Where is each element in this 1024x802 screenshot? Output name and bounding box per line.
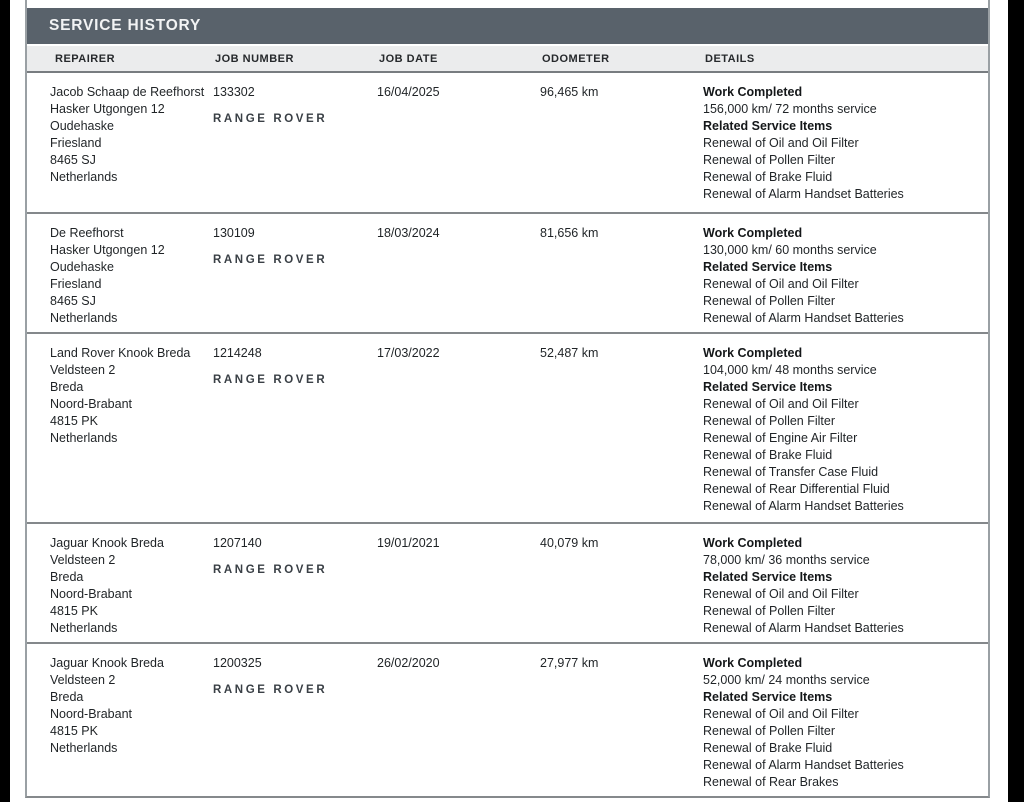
job-date-cell: 26/02/2020 (377, 656, 440, 670)
range-rover-logo: RANGE ROVER (213, 684, 328, 696)
odometer-cell: 27,977 km (540, 656, 599, 670)
range-rover-logo: RANGE ROVER (213, 113, 328, 125)
job-number: 130109 (213, 226, 255, 240)
service-interval: 78,000 km/ 36 months service (703, 553, 870, 567)
details-cell: Work Completed 104,000 km/ 48 months ser… (703, 334, 988, 522)
table-header-row: REPAIRER JOB NUMBER JOB DATE ODOMETER DE… (27, 44, 988, 73)
page-title-bar: SERVICE HISTORY (27, 8, 988, 44)
page-title: SERVICE HISTORY (49, 17, 202, 34)
job-number-cell: 1214248 RANGE ROVER (213, 334, 377, 522)
details-cell: Work Completed 130,000 km/ 60 months ser… (703, 214, 988, 332)
column-header-repairer: REPAIRER (55, 52, 116, 65)
service-items: Renewal of Oil and Oil Filter Renewal of … (703, 707, 904, 789)
table-row: Jacob Schaap de Reefhorst Hasker Utgongen… (27, 73, 988, 212)
service-items: Renewal of Oil and Oil Filter Renewal of … (703, 587, 904, 635)
job-date-cell: 16/04/2025 (377, 85, 440, 99)
work-completed-label: Work Completed (703, 346, 803, 360)
repairer-cell: De Reefhorst Hasker Utgongen 12 Oudehaske F… (50, 226, 165, 325)
service-interval: 156,000 km/ 72 months service (703, 102, 877, 116)
job-number: 1207140 (213, 536, 262, 550)
work-completed-label: Work Completed (703, 226, 803, 240)
related-items-label: Related Service Items (703, 260, 833, 274)
service-items: Renewal of Oil and Oil Filter Renewal of … (703, 136, 904, 201)
service-history-table: Jacob Schaap de Reefhorst Hasker Utgongen… (27, 73, 988, 796)
service-items: Renewal of Oil and Oil Filter Renewal of … (703, 397, 904, 513)
job-number-cell: 130109 RANGE ROVER (213, 214, 377, 332)
job-date-cell: 17/03/2022 (377, 346, 440, 360)
repairer-cell: Land Rover Knook Breda Veldsteen 2 Breda No… (50, 346, 191, 445)
odometer-cell: 40,079 km (540, 536, 599, 550)
odometer-cell: 81,656 km (540, 226, 599, 240)
related-items-label: Related Service Items (703, 380, 833, 394)
column-header-details: DETAILS (705, 52, 755, 65)
service-items: Renewal of Oil and Oil Filter Renewal of … (703, 277, 904, 325)
job-number: 133302 (213, 85, 255, 99)
range-rover-logo: RANGE ROVER (213, 254, 328, 266)
table-row: Jaguar Knook Breda Veldsteen 2 Breda Noord-… (27, 642, 988, 796)
job-number-cell: 1200325 RANGE ROVER (213, 644, 377, 796)
service-interval: 52,000 km/ 24 months service (703, 673, 870, 687)
range-rover-logo: RANGE ROVER (213, 564, 328, 576)
repairer-cell: Jaguar Knook Breda Veldsteen 2 Breda Noord-… (50, 536, 164, 635)
work-completed-label: Work Completed (703, 656, 803, 670)
service-history-sheet: SERVICE HISTORY REPAIRER JOB NUMBER JOB … (25, 0, 990, 798)
job-number-cell: 1207140 RANGE ROVER (213, 524, 377, 642)
repairer-cell: Jaguar Knook Breda Veldsteen 2 Breda Noord-… (50, 656, 164, 755)
work-completed-label: Work Completed (703, 85, 803, 99)
job-date-cell: 19/01/2021 (377, 536, 440, 550)
job-date-cell: 18/03/2024 (377, 226, 440, 240)
table-row: Land Rover Knook Breda Veldsteen 2 Breda No… (27, 332, 988, 522)
work-completed-label: Work Completed (703, 536, 803, 550)
repairer-cell: Jacob Schaap de Reefhorst Hasker Utgongen… (50, 85, 205, 184)
service-interval: 104,000 km/ 48 months service (703, 363, 877, 377)
related-items-label: Related Service Items (703, 570, 833, 584)
details-cell: Work Completed 78,000 km/ 36 months serv… (703, 524, 988, 642)
service-interval: 130,000 km/ 60 months service (703, 243, 877, 257)
job-number-cell: 133302 RANGE ROVER (213, 73, 377, 212)
job-number: 1214248 (213, 346, 262, 360)
service-history-panel: SERVICE HISTORY REPAIRER JOB NUMBER JOB … (10, 0, 1008, 802)
range-rover-logo: RANGE ROVER (213, 374, 328, 386)
odometer-cell: 96,465 km (540, 85, 599, 99)
table-row: Jaguar Knook Breda Veldsteen 2 Breda Noord-… (27, 522, 988, 642)
column-header-job-date: JOB DATE (379, 52, 438, 65)
column-header-odometer: ODOMETER (542, 52, 610, 65)
related-items-label: Related Service Items (703, 690, 833, 704)
related-items-label: Related Service Items (703, 119, 833, 133)
table-row: De Reefhorst Hasker Utgongen 12 Oudehaske F… (27, 212, 988, 332)
job-number: 1200325 (213, 656, 262, 670)
details-cell: Work Completed 52,000 km/ 24 months serv… (703, 644, 988, 796)
column-header-job-number: JOB NUMBER (215, 52, 294, 65)
odometer-cell: 52,487 km (540, 346, 599, 360)
details-cell: Work Completed 156,000 km/ 72 months ser… (703, 73, 988, 212)
